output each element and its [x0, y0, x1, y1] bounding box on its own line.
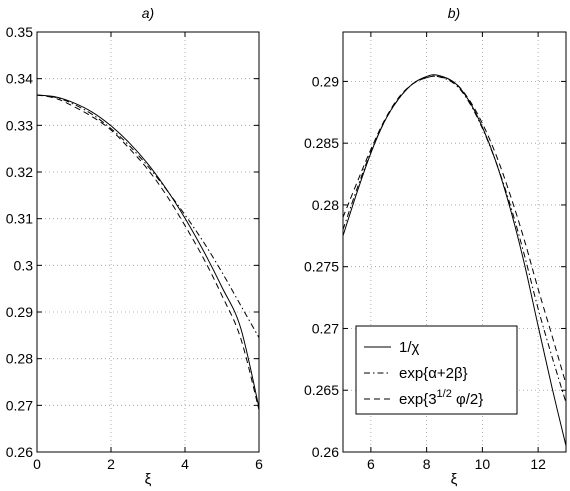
- panel-b: b) ξ 6 8 10 12 0.26 0.265 0.27 0.275 0.28 0.285 0.…: [304, 5, 567, 488]
- b-ytick-label: 0.26: [312, 444, 339, 460]
- panel-a-frame: [36, 31, 260, 453]
- a-ytick-label: 0.35: [6, 24, 33, 40]
- a-ytick-label: 0.27: [6, 397, 33, 413]
- a-xtick-label: 4: [181, 456, 189, 472]
- panel-a-ticks: 0 2 4 6 0.26 0.27 0.28 0.29 0.3 0.31 0.32 0.33 0.34 0…: [6, 24, 263, 472]
- legend-label-2: exp{α+2β}: [399, 365, 468, 382]
- panel-a-title: a): [142, 5, 154, 21]
- b-xtick-label: 6: [367, 456, 375, 472]
- panel-a-series: [36, 94, 260, 411]
- panel-b-frame: [342, 31, 567, 453]
- b-ytick-label: 0.27: [312, 320, 339, 336]
- a-ytick-label: 0.31: [6, 211, 33, 227]
- a-ytick-label: 0.34: [6, 71, 33, 87]
- b-xtick-label: 12: [530, 456, 546, 472]
- a-ytick-label: 0.32: [6, 164, 33, 180]
- b-ytick-label: 0.28: [312, 197, 339, 213]
- a-ytick-label: 0.29: [6, 304, 33, 320]
- legend-label-3: exp{31/2 φ/2}: [399, 388, 483, 408]
- a-xtick-label: 0: [33, 456, 41, 472]
- panel-b-ticks: 6 8 10 12 0.26 0.265 0.27 0.275 0.28 0.285 0.29: [304, 32, 566, 472]
- a-xtick-label: 6: [255, 456, 263, 472]
- b-ytick-label: 0.29: [312, 73, 339, 89]
- panel-b-xlabel: ξ: [451, 471, 458, 488]
- a-series-dashed-line: [36, 94, 260, 411]
- legend-box: [355, 325, 518, 415]
- a-ytick-label: 0.3: [14, 257, 34, 273]
- b-ytick-label: 0.285: [304, 135, 339, 151]
- b-xtick-label: 10: [475, 456, 491, 472]
- legend-label-1: 1/χ: [399, 339, 420, 356]
- b-ytick-label: 0.265: [304, 382, 339, 398]
- b-series-dashdot-line: [342, 75, 567, 403]
- a-ytick-label: 0.28: [6, 351, 33, 367]
- b-ytick-label: 0.275: [304, 259, 339, 275]
- a-xtick-label: 2: [107, 456, 115, 472]
- panel-a: a) ξ 0 2 4 6 0.26 0.27 0.28 0.29 0.3 0.31 0.32 0.33…: [6, 5, 263, 488]
- panel-b-series: [342, 74, 567, 446]
- b-xtick-label: 8: [423, 456, 431, 472]
- a-series-solid-line: [36, 94, 260, 408]
- a-ytick-label: 0.26: [6, 444, 33, 460]
- b-series-solid-line: [342, 74, 567, 446]
- b-series-dashed-line: [342, 75, 567, 385]
- panel-a-xlabel: ξ: [145, 471, 152, 488]
- a-series-dashdot-line: [36, 94, 260, 338]
- panel-a-grid: [37, 32, 259, 452]
- a-ytick-label: 0.33: [6, 117, 33, 133]
- legend: 1/χ exp{α+2β} exp{31/2 φ/2}: [355, 325, 518, 415]
- panel-b-title: b): [448, 5, 460, 21]
